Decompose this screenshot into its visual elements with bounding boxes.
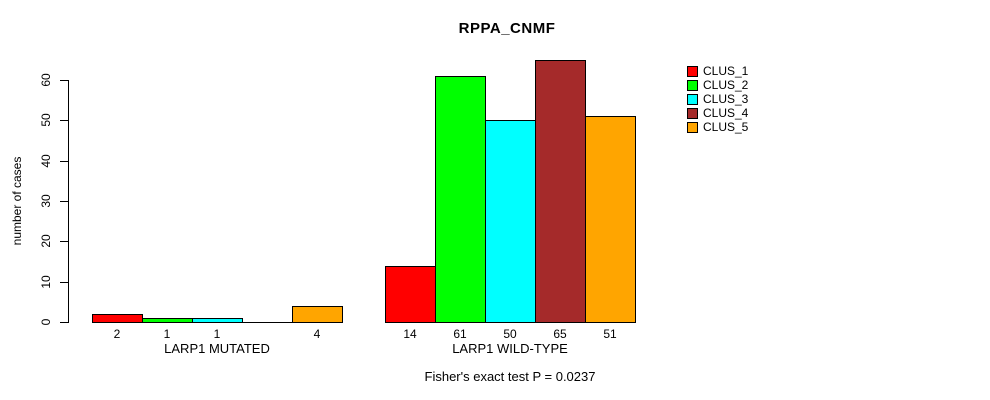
legend-label: CLUS_1 bbox=[703, 64, 749, 78]
y-axis-tick-label: 0 bbox=[39, 318, 53, 326]
legend-label: CLUS_5 bbox=[703, 120, 749, 134]
legend-item-clus_3: CLUS_3 bbox=[687, 92, 748, 106]
legend-swatch-clus_4 bbox=[687, 107, 698, 119]
y-axis-tick bbox=[60, 201, 68, 202]
bar-value-label: 1 bbox=[213, 327, 221, 341]
legend-item-clus_5: CLUS_5 bbox=[687, 120, 748, 134]
y-axis-tick bbox=[60, 322, 68, 323]
bar-value-label: 4 bbox=[313, 327, 321, 341]
bar-clus_5 bbox=[292, 306, 343, 323]
y-axis-tick bbox=[60, 120, 68, 121]
bar-value-label: 61 bbox=[453, 327, 467, 341]
fisher-test-annotation: Fisher's exact test P = 0.0237 bbox=[424, 369, 596, 384]
bar-value-label: 65 bbox=[553, 327, 567, 341]
bar-clus_5 bbox=[585, 116, 636, 323]
bar-clus_2 bbox=[142, 318, 193, 323]
y-axis-tick-label: 50 bbox=[39, 113, 53, 127]
bar-value-label: 14 bbox=[403, 327, 417, 341]
legend-item-clus_2: CLUS_2 bbox=[687, 78, 748, 92]
legend-item-clus_1: CLUS_1 bbox=[687, 64, 748, 78]
bar-value-label: 50 bbox=[503, 327, 517, 341]
y-axis-title: number of cases bbox=[10, 156, 24, 246]
bar-clus_3 bbox=[485, 120, 536, 323]
y-axis-tick-label: 20 bbox=[39, 234, 53, 248]
legend-label: CLUS_3 bbox=[703, 92, 749, 106]
legend-swatch-clus_3 bbox=[687, 93, 698, 105]
legend-swatch-clus_5 bbox=[687, 121, 698, 133]
legend-swatch-clus_2 bbox=[687, 79, 698, 91]
legend-label: CLUS_2 bbox=[703, 78, 749, 92]
bar-clus_1 bbox=[385, 266, 436, 323]
bar-clus_3 bbox=[192, 318, 243, 323]
bar-clus_1 bbox=[92, 314, 143, 323]
y-axis-line bbox=[68, 80, 69, 323]
bar-value-label: 2 bbox=[113, 327, 121, 341]
bar-value-label: 1 bbox=[163, 327, 171, 341]
bar-clus_4 bbox=[535, 60, 586, 323]
legend-swatch-clus_1 bbox=[687, 65, 698, 77]
y-axis-tick-label: 60 bbox=[39, 73, 53, 87]
y-axis-tick-label: 30 bbox=[39, 194, 53, 208]
bar-value-label: 51 bbox=[603, 327, 617, 341]
y-axis-tick bbox=[60, 80, 68, 81]
bar-clus_2 bbox=[435, 76, 486, 323]
group-label-mutated: LARP1 MUTATED bbox=[164, 341, 270, 356]
y-axis-tick-label: 10 bbox=[39, 275, 53, 289]
legend-item-clus_4: CLUS_4 bbox=[687, 106, 748, 120]
legend-label: CLUS_4 bbox=[703, 106, 749, 120]
y-axis-tick bbox=[60, 282, 68, 283]
y-axis-tick bbox=[60, 161, 68, 162]
chart-title: RPPA_CNMF bbox=[458, 20, 556, 37]
group-label-wild-type: LARP1 WILD-TYPE bbox=[452, 341, 568, 356]
y-axis-tick-label: 40 bbox=[39, 154, 53, 168]
y-axis-tick bbox=[60, 241, 68, 242]
